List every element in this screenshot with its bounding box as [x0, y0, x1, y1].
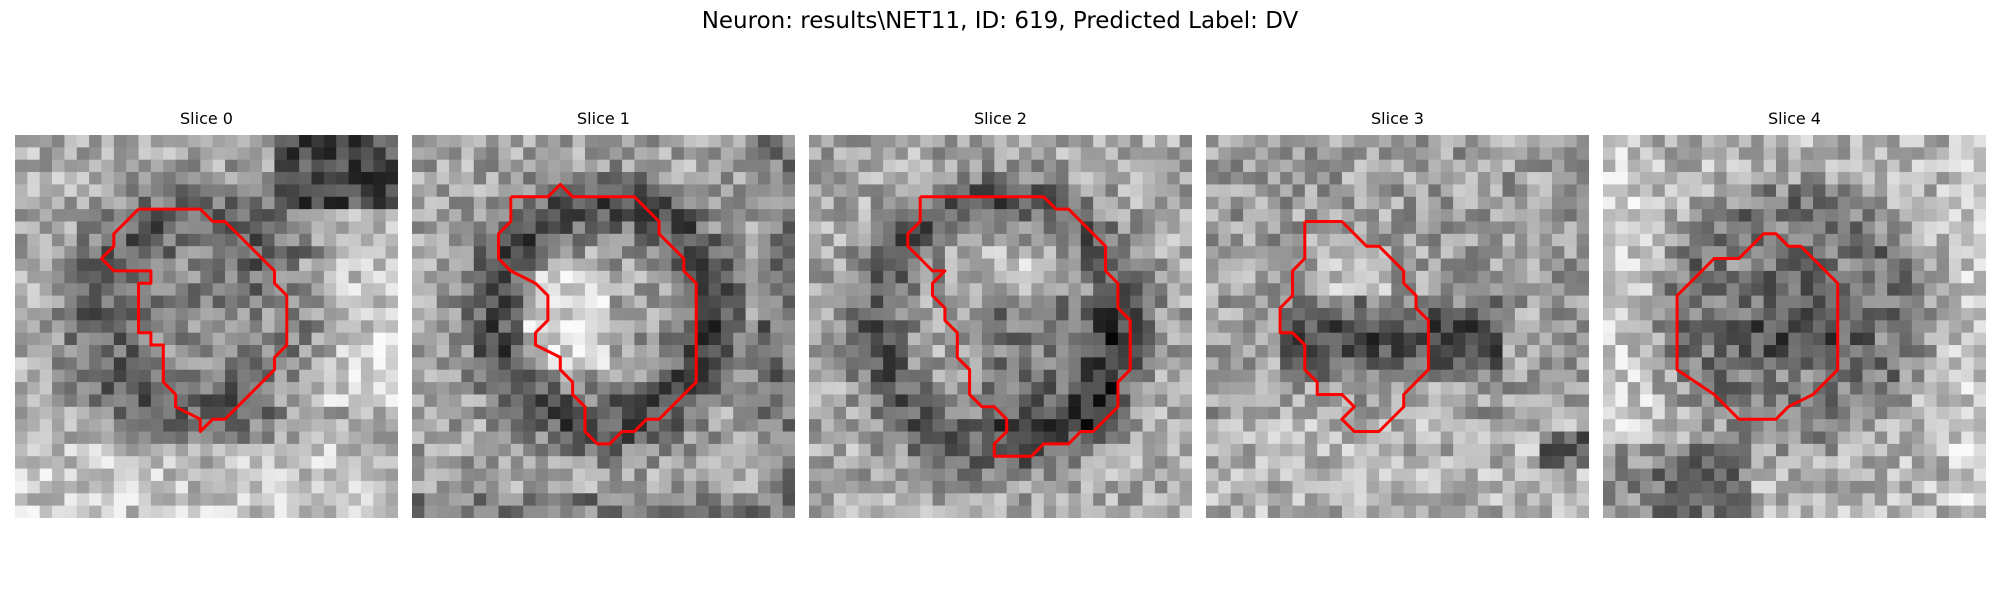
slice-image — [1206, 135, 1589, 518]
slice-panel-1: Slice 1 — [412, 108, 795, 518]
roi-contour — [1675, 232, 1840, 421]
pixel-grid — [809, 135, 1192, 518]
slice-title: Slice 4 — [1768, 109, 1821, 128]
roi-contour — [100, 207, 289, 433]
slice-panel-0: Slice 0 — [15, 108, 398, 518]
pixel-grid — [1206, 135, 1589, 518]
slice-title: Slice 2 — [974, 109, 1027, 128]
slice-panel-2: Slice 2 — [809, 108, 1192, 518]
slice-panel-3: Slice 3 — [1206, 108, 1589, 518]
roi-contour — [1278, 220, 1430, 433]
slice-title: Slice 0 — [180, 109, 233, 128]
slice-image — [15, 135, 398, 518]
pixel-grid — [1603, 135, 1986, 518]
figure-title: Neuron: results\NET11, ID: 619, Predicte… — [701, 8, 1299, 34]
pixel-grid — [15, 135, 398, 518]
slice-title: Slice 3 — [1371, 109, 1424, 128]
roi-contour — [906, 195, 1132, 458]
slice-image — [412, 135, 795, 518]
slice-image — [809, 135, 1192, 518]
slice-title: Slice 1 — [577, 109, 630, 128]
roi-contour — [497, 182, 698, 446]
slice-image — [1603, 135, 1986, 518]
pixel-grid — [412, 135, 795, 518]
slice-panel-4: Slice 4 — [1603, 108, 1986, 518]
